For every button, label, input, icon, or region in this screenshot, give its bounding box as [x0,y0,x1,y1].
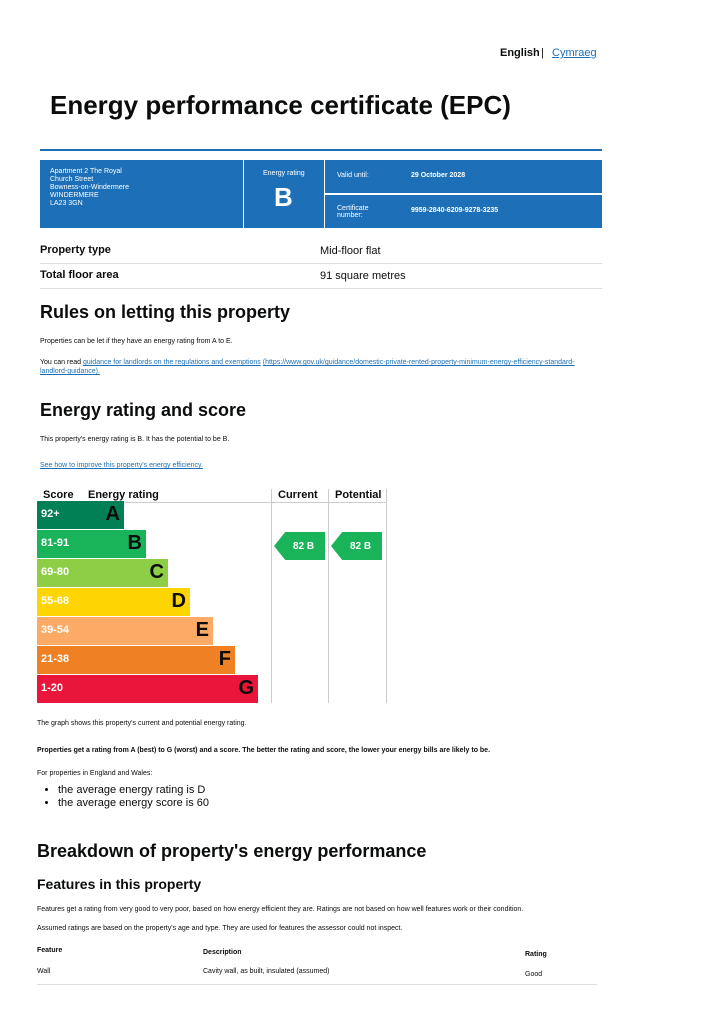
language-welsh[interactable]: Cymraeg [552,47,597,59]
address-box: Apartment 2 The Royal Church Street Bownes… [40,160,243,228]
band-score: 55-68 [41,595,70,607]
table-header: Feature [37,947,63,954]
potential-rating: 82 B [331,532,382,560]
column-header: Potential [335,489,382,501]
column-header: Score [43,489,74,501]
band-score: 69-80 [41,566,70,578]
table-header: Rating [525,951,547,958]
valid-label: Valid until: [337,172,369,179]
bullet-item: the average energy score is 60 [58,797,209,810]
band-letter: C [149,561,164,583]
rule [386,489,387,703]
band-letter: B [127,532,142,554]
divider [40,149,602,151]
table-cell: Wall [37,968,51,975]
link-url[interactable]: (https://www.gov.uk/guidance/domestic-pr… [40,359,575,375]
section-heading: Energy rating and score [40,400,247,420]
table-cell: Cavity wall, as built, insulated (assume… [203,968,330,975]
section-heading: Breakdown of property's energy performan… [37,841,427,861]
address-line: Apartment 2 The Royal [50,168,122,175]
paragraph: For properties in England and Wales: [37,770,153,777]
property-label: Total floor area [40,269,119,281]
band-score: 21-38 [41,653,70,665]
property-value: Mid-floor flat [320,245,381,257]
link[interactable]: guidance for landlords on the regulation… [82,359,261,366]
rating-band: 21-38 F [37,646,235,674]
property-value: 91 square metres [320,270,406,282]
rating-band: 81-91 B [37,530,146,558]
rating-band: 69-80 C [37,559,168,587]
bullet-item: the average energy rating is D [58,784,209,797]
band-score: 1-20 [41,682,64,694]
address-line: LA23 3GN [50,200,83,207]
bullet-list: the average energy rating is Dthe averag… [10,784,209,810]
table-cell: Good [525,971,543,978]
band-score: 92+ [41,508,60,520]
address-line: WINDERMERE [50,192,99,199]
certificate-label: Certificate number: [337,205,369,219]
paragraph: Features get a rating from very good to … [37,906,524,913]
band-score: 81-91 [41,537,70,549]
link[interactable]: See how to improve this property's energ… [40,462,203,469]
rule [40,288,602,289]
property-label: Property type [40,244,111,256]
table-header: Description [203,949,242,956]
certificate-number: 9959-2840-6209-9278-3235 [411,207,499,214]
address-line: Bowness-on-Windermere [50,184,129,191]
current-rating: 82 B [274,532,325,560]
band-letter: F [218,648,231,670]
band-score: 39-54 [41,624,70,636]
paragraph: This property's energy rating is B. It h… [40,436,230,443]
band-letter: A [105,503,120,525]
valid-date: 29 October 2028 [411,172,466,179]
rule [37,502,387,503]
rating-label: Energy rating [263,170,305,177]
subheading: Features in this property [37,876,202,892]
rating-band: 1-20 G [37,675,258,703]
band-letter: G [238,677,254,699]
rule [40,263,602,264]
rule [271,489,272,703]
rating-band: 92+ A [37,501,124,529]
rating-band: 55-68 D [37,588,190,616]
rating-band: 39-54 E [37,617,213,645]
rule [328,489,329,703]
section-heading: Rules on letting this property [40,302,291,322]
paragraph: Properties get a rating from A (best) to… [37,747,491,754]
paragraph: The graph shows this property's current … [37,720,247,727]
language-separator: | [541,47,544,59]
page-title: Energy performance certificate (EPC) [50,90,511,120]
language-english[interactable]: English [500,47,540,59]
valid-box: Valid until: 29 October 2028 [325,160,602,193]
band-letter: D [171,590,186,612]
band-letter: E [195,619,209,641]
paragraph: Assumed ratings are based on the propert… [37,925,403,932]
certificate-box: Certificate number: 9959-2840-6209-9278-… [325,195,602,228]
column-header: Energy rating [88,489,159,501]
paragraph: You can read guidance for landlords on t… [40,358,600,376]
rating-letter: B [274,182,293,212]
address-line: Church Street [50,176,94,183]
rule [37,984,597,985]
rating-box: Energy rating B [244,160,324,228]
column-header: Current [278,489,318,501]
paragraph: Properties can be let if they have an en… [40,338,233,345]
text: You can read [40,359,81,366]
